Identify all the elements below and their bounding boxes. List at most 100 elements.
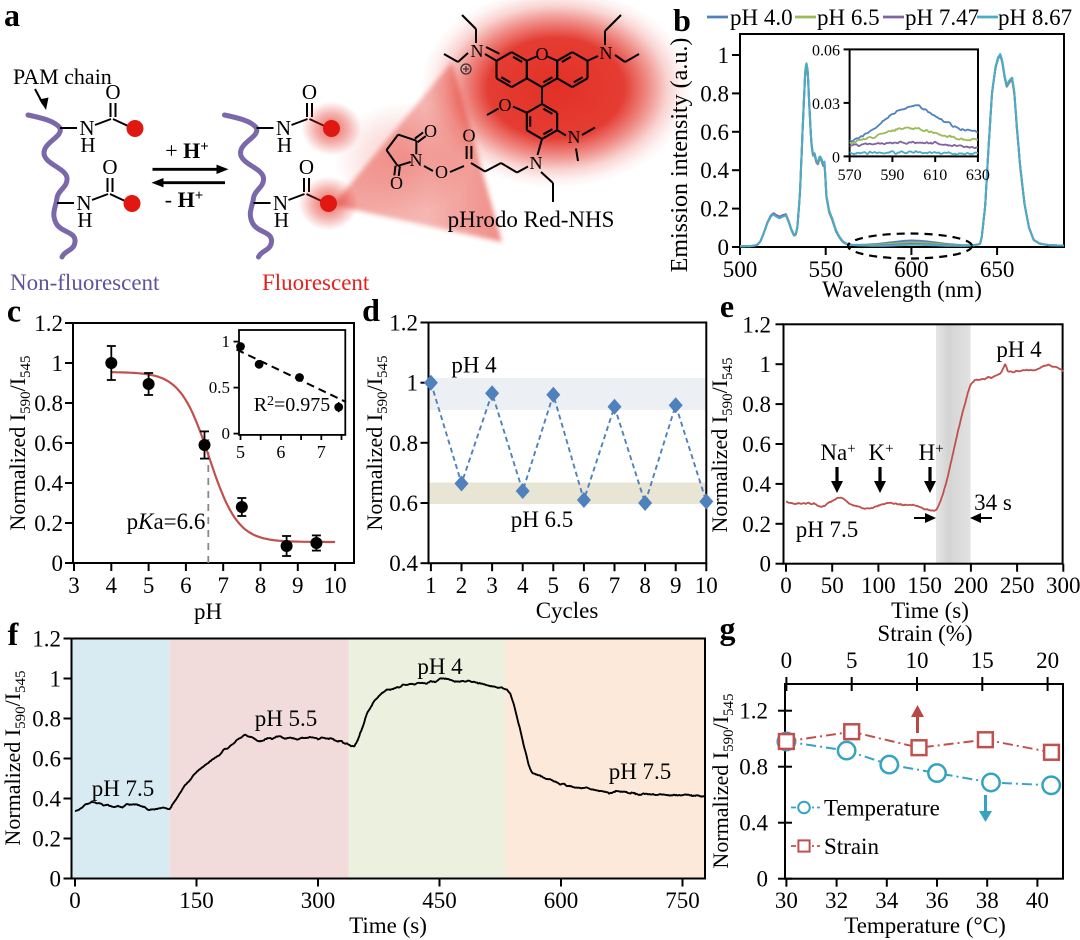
svg-text:8: 8: [639, 573, 651, 598]
svg-text:0.6: 0.6: [700, 120, 729, 145]
svg-text:20: 20: [1036, 648, 1059, 673]
svg-text:f: f: [8, 616, 19, 652]
svg-text:32: 32: [825, 888, 848, 913]
svg-text:e: e: [720, 288, 734, 324]
svg-text:1: 1: [222, 332, 231, 351]
svg-text:pH 5.5: pH 5.5: [255, 706, 318, 731]
svg-text:5: 5: [236, 442, 245, 462]
svg-text:d: d: [362, 292, 380, 328]
svg-text:H: H: [80, 133, 95, 157]
svg-text:N: N: [273, 191, 288, 215]
svg-text:pH 7.5: pH 7.5: [92, 776, 155, 801]
svg-text:8: 8: [255, 573, 267, 598]
svg-text:H: H: [274, 208, 289, 232]
svg-text:N: N: [600, 43, 613, 63]
svg-text:0.2: 0.2: [742, 512, 771, 537]
svg-text:1: 1: [407, 371, 419, 396]
svg-text:Time (s): Time (s): [349, 913, 427, 938]
svg-text:0.6: 0.6: [34, 431, 63, 456]
svg-text:150: 150: [179, 888, 214, 913]
svg-text:H: H: [277, 133, 292, 157]
svg-text:100: 100: [861, 573, 896, 598]
svg-text:O: O: [463, 126, 476, 146]
svg-text:450: 450: [422, 888, 457, 913]
svg-text:0.6: 0.6: [742, 432, 771, 457]
svg-text:N: N: [410, 150, 423, 170]
svg-text:7: 7: [217, 573, 229, 598]
svg-text:34 s: 34 s: [974, 490, 1012, 515]
svg-text:pHrodo Red-NHS: pHrodo Red-NHS: [448, 207, 615, 232]
svg-text:O: O: [499, 95, 512, 115]
svg-text:10: 10: [906, 648, 929, 673]
svg-text:O: O: [424, 121, 437, 141]
svg-text:610: 610: [923, 167, 947, 184]
svg-text:0: 0: [832, 149, 840, 166]
svg-text:N: N: [79, 116, 94, 140]
svg-text:Normalized I590/I545: Normalized I590/I545: [708, 693, 737, 868]
svg-text:200: 200: [954, 573, 989, 598]
svg-text:4: 4: [517, 573, 529, 598]
svg-text:0.03: 0.03: [812, 96, 840, 113]
svg-text:0.8: 0.8: [700, 81, 729, 106]
svg-text:500: 500: [723, 257, 758, 282]
svg-text:pH 4.0: pH 4.0: [730, 5, 793, 30]
svg-text:O: O: [536, 44, 549, 64]
svg-text:H: H: [77, 208, 92, 232]
svg-text:Normalized I590/I545: Normalized I590/I545: [5, 355, 34, 530]
svg-text:10: 10: [695, 573, 718, 598]
svg-text:0: 0: [222, 424, 231, 443]
svg-text:0.8: 0.8: [32, 707, 61, 732]
svg-text:6: 6: [276, 442, 285, 462]
svg-text:N: N: [76, 191, 91, 215]
svg-text:0: 0: [52, 551, 64, 576]
svg-text:0.8: 0.8: [34, 391, 63, 416]
svg-text:Normalized I590/I545: Normalized I590/I545: [707, 357, 736, 532]
svg-text:pH 8.67: pH 8.67: [998, 5, 1072, 30]
svg-text:+ H+: + H+: [165, 138, 209, 163]
svg-text:9: 9: [292, 573, 304, 598]
svg-text:Non-fluorescent: Non-fluorescent: [10, 270, 160, 295]
svg-text:0.6: 0.6: [389, 491, 418, 516]
svg-text:O: O: [435, 162, 448, 182]
svg-text:a: a: [4, 0, 20, 33]
svg-text:0: 0: [757, 867, 769, 892]
svg-text:- H+: - H+: [165, 187, 204, 212]
svg-text:c: c: [7, 293, 21, 329]
svg-text:50: 50: [821, 573, 844, 598]
svg-text:Normalized I590/I545: Normalized I590/I545: [0, 670, 29, 845]
svg-text:Na+: Na+: [820, 440, 855, 465]
svg-text:10: 10: [324, 573, 347, 598]
svg-text:0.4: 0.4: [742, 472, 771, 497]
svg-text:5: 5: [143, 573, 155, 598]
svg-text:1.2: 1.2: [742, 312, 771, 337]
svg-text:600: 600: [544, 888, 579, 913]
svg-text:Cycles: Cycles: [536, 598, 599, 623]
svg-text:0.6: 0.6: [32, 747, 61, 772]
svg-text:Temperature: Temperature: [824, 796, 940, 821]
svg-text:300: 300: [301, 888, 336, 913]
svg-text:Emission intensity (a.u.): Emission intensity (a.u.): [667, 38, 693, 273]
svg-text:1: 1: [50, 667, 62, 692]
svg-text:0.4: 0.4: [389, 551, 418, 576]
svg-text:Normalized I590/I545: Normalized I590/I545: [362, 355, 391, 530]
svg-text:0.2: 0.2: [32, 827, 61, 852]
svg-text:O: O: [390, 173, 403, 193]
svg-text:N: N: [471, 41, 484, 61]
svg-text:Temperature (°C): Temperature (°C): [844, 913, 1005, 938]
svg-text:1: 1: [425, 573, 437, 598]
svg-text:550: 550: [808, 257, 843, 282]
svg-text:O: O: [105, 80, 120, 104]
svg-text:O: O: [302, 80, 317, 104]
svg-text:pH 7.47: pH 7.47: [905, 5, 979, 30]
svg-text:pH 4: pH 4: [451, 353, 497, 378]
svg-text:pH 7.5: pH 7.5: [609, 759, 672, 784]
svg-text:0.2: 0.2: [700, 197, 729, 222]
svg-text:590: 590: [880, 167, 904, 184]
svg-text:250: 250: [1000, 573, 1035, 598]
svg-text:36: 36: [926, 888, 949, 913]
svg-text:650: 650: [980, 257, 1015, 282]
svg-text:7: 7: [317, 442, 326, 462]
svg-text:pH 6.5: pH 6.5: [511, 507, 574, 532]
svg-text:0: 0: [780, 573, 792, 598]
svg-text:Strain (%): Strain (%): [877, 621, 972, 646]
